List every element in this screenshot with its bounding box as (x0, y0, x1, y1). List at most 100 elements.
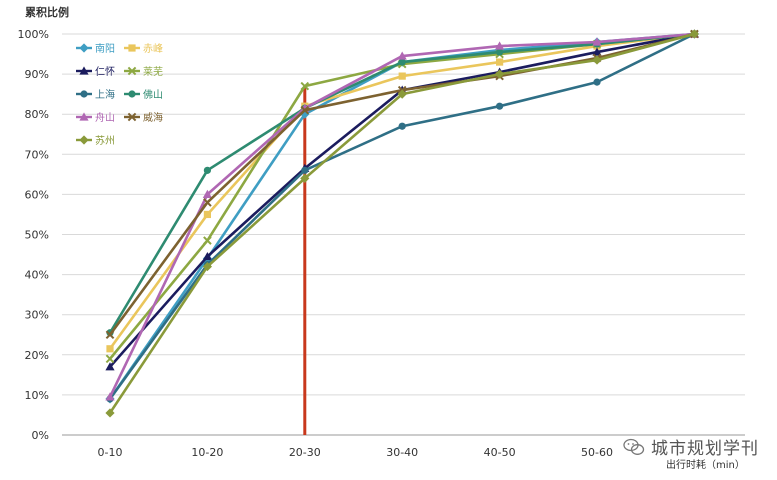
legend-item: 苏州 (76, 134, 115, 147)
data-point (495, 69, 505, 79)
legend-label: 苏州 (95, 134, 115, 147)
data-point (105, 362, 115, 371)
data-point (495, 41, 505, 50)
data-point (496, 102, 504, 110)
y-tick-label: 100% (18, 28, 49, 41)
legend-label: 舟山 (95, 111, 115, 124)
y-tick-label: 70% (25, 148, 49, 161)
data-point (592, 37, 602, 46)
data-point (79, 112, 89, 121)
series-南阳 (105, 29, 699, 404)
wechat-icon (623, 438, 645, 455)
series-lines (105, 29, 699, 418)
data-point (593, 78, 601, 86)
data-point (80, 90, 88, 98)
x-tick-label: 40-50 (484, 446, 516, 459)
data-point (398, 122, 406, 130)
data-point (397, 89, 407, 99)
data-point (105, 354, 115, 364)
series-舟山 (105, 29, 699, 401)
data-point (300, 173, 310, 183)
data-point (203, 236, 212, 245)
series-苏州 (105, 29, 699, 418)
data-point (202, 261, 212, 272)
legend-item: 上海 (76, 88, 115, 101)
data-point (301, 166, 309, 174)
y-tick-label: 20% (25, 349, 49, 362)
legend-item: 赤峰 (124, 43, 163, 55)
x-tick-labels: 0-10 10-20 20-30 30-40 40-50 50-60 (98, 446, 613, 459)
data-point (592, 47, 602, 56)
series-line (109, 32, 695, 368)
watermark-text: 城市规划学刊 (651, 439, 759, 459)
legend-item: 南阳 (76, 42, 115, 55)
data-point (202, 189, 212, 198)
y-tick-label: 60% (25, 188, 49, 201)
data-point (689, 29, 699, 39)
data-point-stroke (203, 198, 212, 207)
data-point (496, 58, 504, 66)
y-tick-label: 50% (25, 229, 49, 242)
data-point-stroke (105, 354, 115, 364)
x-tick-label: 50-60 (581, 446, 613, 459)
legend-item: 舟山 (76, 111, 115, 124)
data-point (128, 90, 136, 98)
y-tick-label: 10% (25, 389, 49, 402)
data-point (105, 330, 115, 340)
x-tick-label: 30-40 (386, 446, 418, 459)
legend-item: 仁怀 (76, 66, 115, 78)
data-point-stroke (300, 81, 310, 91)
legend-label: 南阳 (95, 42, 115, 55)
x-tick-label: 0-10 (98, 446, 123, 459)
y-tick-label: 30% (25, 309, 49, 322)
legend-item: 佛山 (124, 88, 163, 101)
data-point-stroke (127, 66, 137, 76)
data-point (79, 43, 89, 53)
y-axis-title: 累积比例 (25, 5, 69, 19)
y-tick-label: 0% (32, 429, 49, 442)
y-tick-label: 80% (25, 108, 49, 121)
data-point (398, 58, 406, 66)
x-tick-label: 20-30 (289, 446, 321, 459)
y-tick-label: 40% (25, 269, 49, 282)
data-point (106, 345, 114, 353)
data-point (79, 135, 89, 145)
data-point (105, 408, 115, 418)
data-point (203, 210, 211, 219)
data-point (127, 112, 137, 122)
legend-label: 赤峰 (143, 43, 163, 55)
series-莱芜 (105, 29, 699, 364)
data-point (398, 72, 406, 80)
data-point-stroke (203, 236, 212, 245)
data-point (105, 392, 115, 401)
data-point (300, 81, 310, 91)
data-point (127, 66, 137, 76)
data-point (397, 51, 407, 60)
legend-label: 仁怀 (95, 66, 115, 78)
data-point (203, 198, 212, 207)
watermark: 城市规划学刊 (623, 434, 759, 459)
data-point (128, 44, 136, 52)
data-point-stroke (300, 105, 310, 115)
series-仁怀 (105, 29, 699, 371)
series-line (108, 32, 695, 360)
data-point (496, 48, 504, 56)
data-point (300, 105, 310, 115)
data-point (202, 251, 212, 261)
gridlines (62, 33, 745, 436)
data-point-stroke (105, 330, 115, 340)
legend-label: 佛山 (143, 88, 163, 101)
legend-item: 威海 (124, 111, 163, 124)
y-tick-label: 90% (25, 68, 49, 81)
x-axis-title: 出行时耗（min） (666, 458, 745, 471)
series-line (108, 32, 695, 350)
data-point (203, 166, 211, 174)
legend-label: 威海 (143, 111, 163, 124)
legend-label: 莱芜 (143, 65, 163, 78)
data-point-stroke (127, 112, 137, 122)
x-tick-label: 10-20 (191, 446, 223, 459)
legend-label: 上海 (95, 88, 115, 101)
legend-item: 莱芜 (124, 65, 163, 78)
